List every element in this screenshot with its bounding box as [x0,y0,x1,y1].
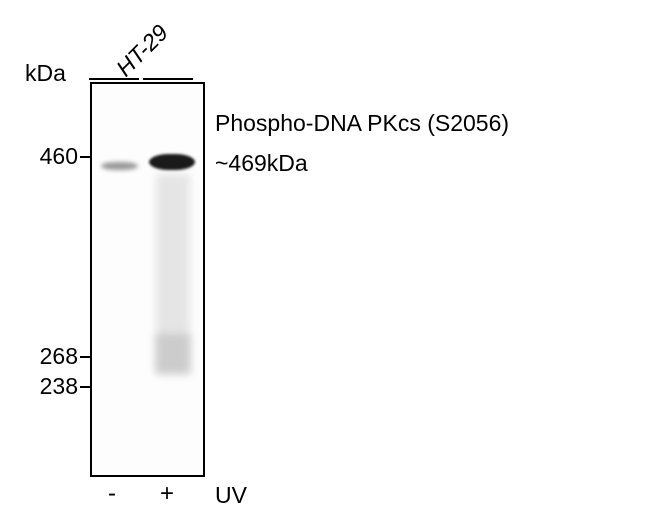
treatment-axis-label: UV [215,482,247,509]
target-protein-label: Phospho-DNA PKcs (S2056) [215,110,509,137]
mw-marker-238: 238 [40,373,78,400]
blot-membrane [90,82,205,477]
lane-minus [96,84,143,475]
sample-underline-plus [143,78,193,80]
mw-marker-460: 460 [40,143,78,170]
band [101,162,138,170]
mw-marker-tick [80,356,90,358]
lane-plus [148,84,199,475]
western-blot-figure: kDa HT-29 460 268 238 Phospho-DNA PKcs (S2… [0,0,650,520]
sample-underline-minus [89,78,139,80]
kda-unit-label: kDa [25,60,66,87]
mw-marker-268: 268 [40,343,78,370]
smear [155,334,191,374]
mw-marker-tick [80,386,90,388]
treatment-minus: - [108,480,116,508]
apparent-mw-label: ~469kDa [215,150,308,177]
mw-marker-tick [80,156,90,158]
sample-label-ht29: HT-29 [111,19,174,82]
band [149,154,196,170]
treatment-plus: + [160,480,174,508]
